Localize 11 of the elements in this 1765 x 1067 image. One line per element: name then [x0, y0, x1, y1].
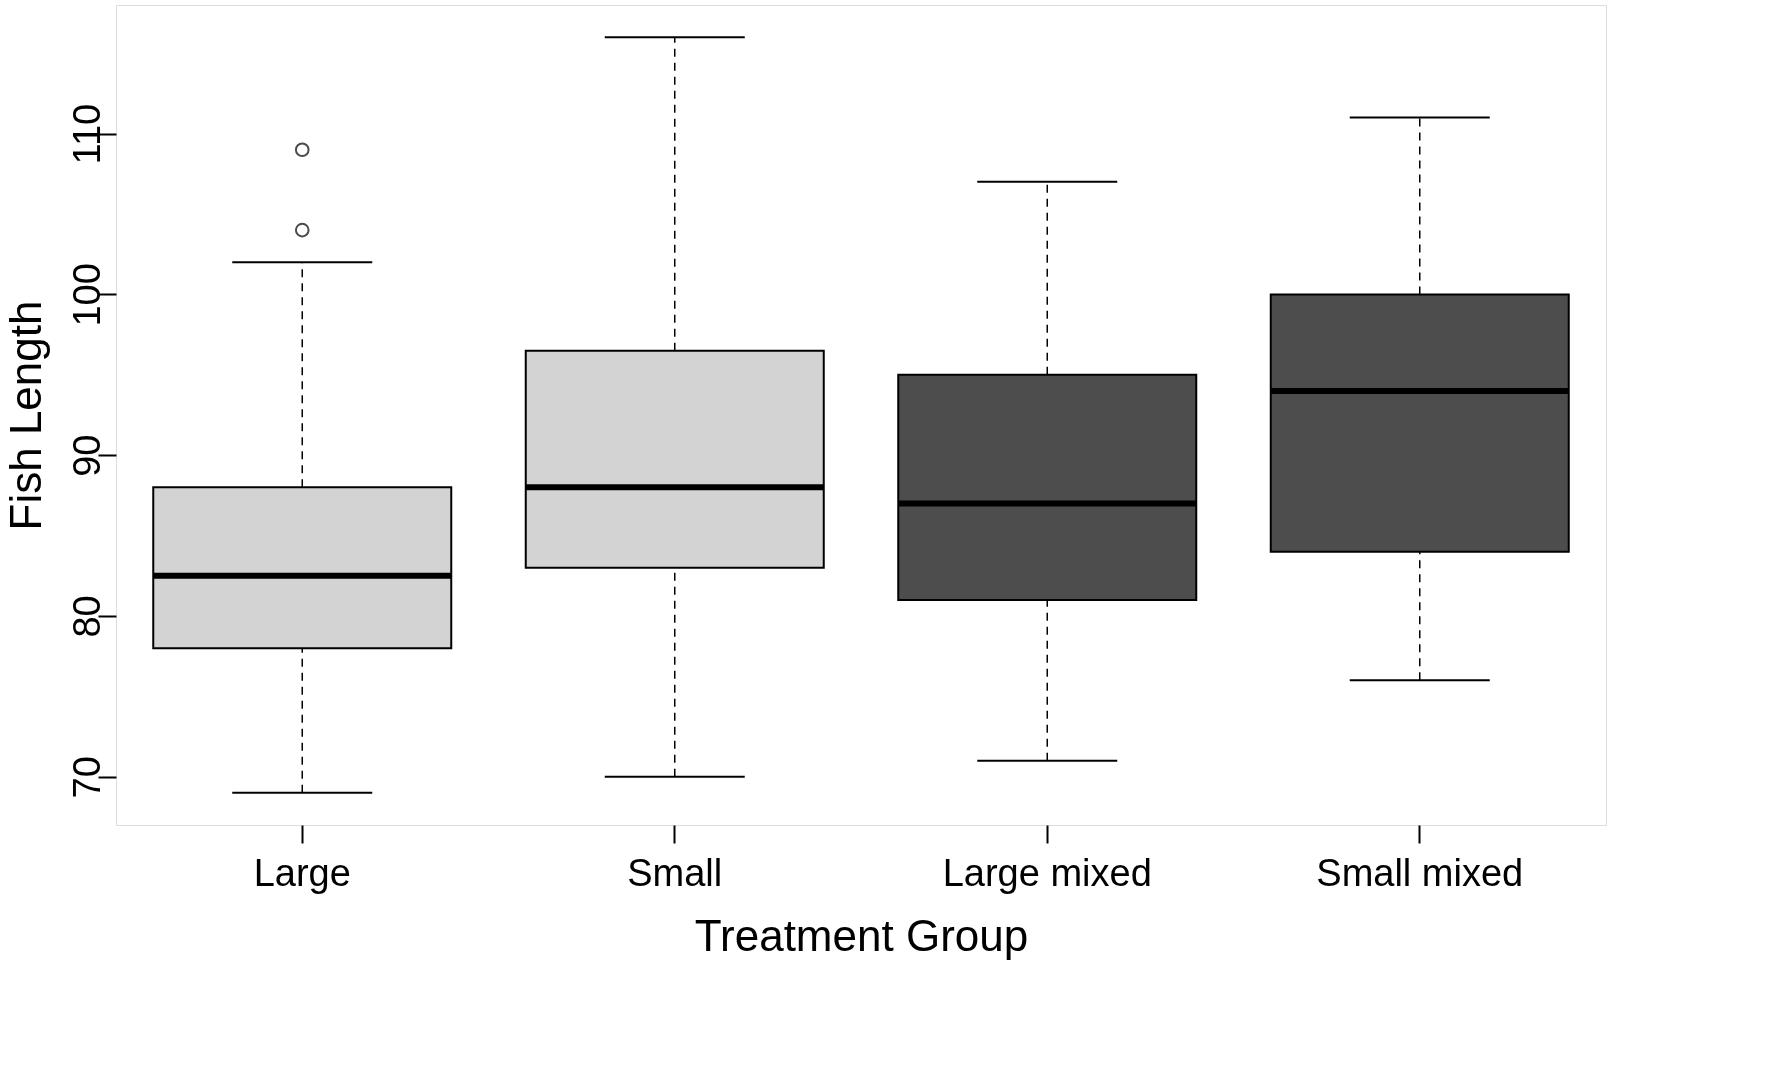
x-axis-title: Treatment Group — [694, 910, 1029, 960]
y-tick-label: 80 — [65, 595, 108, 638]
y-tick-label: 70 — [65, 756, 108, 799]
x-tick-label: Large mixed — [942, 851, 1152, 894]
x-tick-label: Small mixed — [1316, 851, 1524, 894]
y-tick-label: 100 — [65, 263, 108, 327]
y-axis-title: Fish Length — [0, 300, 50, 531]
x-tick-label: Small — [627, 851, 723, 894]
x-tick-label: Large — [253, 851, 351, 894]
y-tick-label: 110 — [65, 103, 108, 165]
y-tick-label: 90 — [65, 434, 108, 477]
